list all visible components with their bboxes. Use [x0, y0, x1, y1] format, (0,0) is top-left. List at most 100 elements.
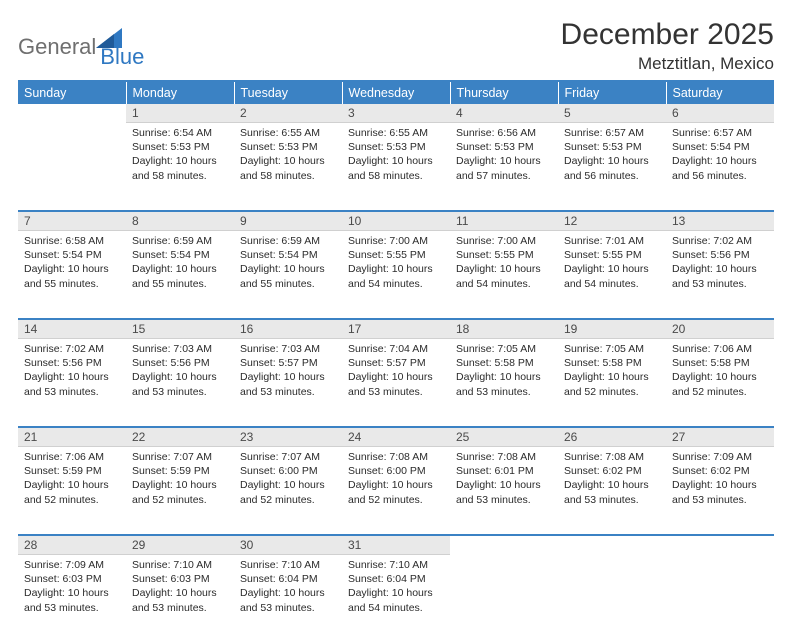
sunset-text: Sunset: 5:54 PM [672, 140, 768, 154]
daylight-text: Daylight: 10 hours and 53 minutes. [24, 370, 120, 398]
sunrise-text: Sunrise: 6:55 AM [348, 126, 444, 140]
day-number [666, 536, 774, 540]
day-cell-header [558, 536, 666, 555]
day-cell-header: 6 [666, 104, 774, 123]
sunset-text: Sunset: 5:54 PM [240, 248, 336, 262]
daylight-text: Daylight: 10 hours and 53 minutes. [348, 370, 444, 398]
sunrise-text: Sunrise: 7:07 AM [132, 450, 228, 464]
sunrise-text: Sunrise: 7:02 AM [672, 234, 768, 248]
day-number: 2 [234, 104, 342, 123]
sunrise-text: Sunrise: 7:08 AM [456, 450, 552, 464]
sunset-text: Sunset: 6:04 PM [240, 572, 336, 586]
sunrise-text: Sunrise: 6:59 AM [132, 234, 228, 248]
sunset-text: Sunset: 5:58 PM [672, 356, 768, 370]
sunrise-text: Sunrise: 7:09 AM [672, 450, 768, 464]
sunset-text: Sunset: 6:02 PM [564, 464, 660, 478]
daylight-text: Daylight: 10 hours and 52 minutes. [564, 370, 660, 398]
daynum-row: 78910111213 [18, 212, 774, 231]
sunset-text: Sunset: 5:56 PM [24, 356, 120, 370]
day-cell-header: 9 [234, 212, 342, 231]
day-cell-header: 15 [126, 320, 234, 339]
day-cell-header: 8 [126, 212, 234, 231]
sunrise-text: Sunrise: 6:56 AM [456, 126, 552, 140]
day-details: Sunrise: 6:56 AMSunset: 5:53 PMDaylight:… [450, 123, 558, 189]
daylight-text: Daylight: 10 hours and 53 minutes. [564, 478, 660, 506]
daylight-text: Daylight: 10 hours and 55 minutes. [24, 262, 120, 290]
week-row: Sunrise: 6:54 AMSunset: 5:53 PMDaylight:… [18, 123, 774, 211]
daylight-text: Daylight: 10 hours and 58 minutes. [348, 154, 444, 182]
day-number: 26 [558, 428, 666, 447]
daylight-text: Daylight: 10 hours and 53 minutes. [456, 370, 552, 398]
day-details: Sunrise: 7:03 AMSunset: 5:56 PMDaylight:… [126, 339, 234, 405]
day-details: Sunrise: 7:07 AMSunset: 6:00 PMDaylight:… [234, 447, 342, 513]
day-cell-header: 22 [126, 428, 234, 447]
sunrise-text: Sunrise: 7:10 AM [132, 558, 228, 572]
day-cell-header [450, 536, 558, 555]
day-cell: Sunrise: 7:05 AMSunset: 5:58 PMDaylight:… [558, 339, 666, 427]
day-number: 29 [126, 536, 234, 555]
day-cell-header: 27 [666, 428, 774, 447]
day-cell-header: 3 [342, 104, 450, 123]
daylight-text: Daylight: 10 hours and 53 minutes. [672, 262, 768, 290]
day-cell-header: 29 [126, 536, 234, 555]
day-cell-header: 30 [234, 536, 342, 555]
day-number: 18 [450, 320, 558, 339]
daylight-text: Daylight: 10 hours and 53 minutes. [132, 370, 228, 398]
weekday-header: Thursday [450, 82, 558, 104]
sunset-text: Sunset: 6:03 PM [24, 572, 120, 586]
week-row: Sunrise: 7:02 AMSunset: 5:56 PMDaylight:… [18, 339, 774, 427]
day-cell: Sunrise: 7:10 AMSunset: 6:04 PMDaylight:… [234, 555, 342, 643]
day-cell: Sunrise: 7:09 AMSunset: 6:03 PMDaylight:… [18, 555, 126, 643]
day-number: 9 [234, 212, 342, 231]
day-details: Sunrise: 6:55 AMSunset: 5:53 PMDaylight:… [234, 123, 342, 189]
sunrise-text: Sunrise: 7:06 AM [672, 342, 768, 356]
sunrise-text: Sunrise: 7:10 AM [240, 558, 336, 572]
day-cell: Sunrise: 7:08 AMSunset: 6:00 PMDaylight:… [342, 447, 450, 535]
day-cell-header: 21 [18, 428, 126, 447]
weekday-header: Friday [558, 82, 666, 104]
day-cell: Sunrise: 7:02 AMSunset: 5:56 PMDaylight:… [666, 231, 774, 319]
day-details: Sunrise: 7:00 AMSunset: 5:55 PMDaylight:… [342, 231, 450, 297]
day-cell-header: 23 [234, 428, 342, 447]
brand-part2: Blue [100, 44, 144, 70]
sunrise-text: Sunrise: 7:03 AM [132, 342, 228, 356]
day-cell: Sunrise: 7:07 AMSunset: 6:00 PMDaylight:… [234, 447, 342, 535]
day-cell [558, 555, 666, 643]
day-details: Sunrise: 7:05 AMSunset: 5:58 PMDaylight:… [558, 339, 666, 405]
day-number: 23 [234, 428, 342, 447]
sunset-text: Sunset: 6:00 PM [348, 464, 444, 478]
day-cell: Sunrise: 7:05 AMSunset: 5:58 PMDaylight:… [450, 339, 558, 427]
sunset-text: Sunset: 6:04 PM [348, 572, 444, 586]
day-details: Sunrise: 7:05 AMSunset: 5:58 PMDaylight:… [450, 339, 558, 405]
daylight-text: Daylight: 10 hours and 58 minutes. [240, 154, 336, 182]
day-details: Sunrise: 7:02 AMSunset: 5:56 PMDaylight:… [666, 231, 774, 297]
daylight-text: Daylight: 10 hours and 52 minutes. [240, 478, 336, 506]
sunset-text: Sunset: 5:55 PM [348, 248, 444, 262]
day-details: Sunrise: 6:59 AMSunset: 5:54 PMDaylight:… [234, 231, 342, 297]
day-number: 15 [126, 320, 234, 339]
sunrise-text: Sunrise: 7:04 AM [348, 342, 444, 356]
daylight-text: Daylight: 10 hours and 52 minutes. [672, 370, 768, 398]
day-details: Sunrise: 7:06 AMSunset: 5:58 PMDaylight:… [666, 339, 774, 405]
day-cell: Sunrise: 7:08 AMSunset: 6:01 PMDaylight:… [450, 447, 558, 535]
daylight-text: Daylight: 10 hours and 52 minutes. [348, 478, 444, 506]
weekday-header-row: Sunday Monday Tuesday Wednesday Thursday… [18, 82, 774, 104]
sunrise-text: Sunrise: 7:03 AM [240, 342, 336, 356]
sunset-text: Sunset: 5:57 PM [240, 356, 336, 370]
day-number [558, 536, 666, 540]
day-cell-header: 18 [450, 320, 558, 339]
daylight-text: Daylight: 10 hours and 55 minutes. [240, 262, 336, 290]
sunset-text: Sunset: 6:01 PM [456, 464, 552, 478]
day-cell: Sunrise: 6:56 AMSunset: 5:53 PMDaylight:… [450, 123, 558, 211]
day-number: 31 [342, 536, 450, 555]
day-details: Sunrise: 7:00 AMSunset: 5:55 PMDaylight:… [450, 231, 558, 297]
day-cell: Sunrise: 7:06 AMSunset: 5:58 PMDaylight:… [666, 339, 774, 427]
day-details: Sunrise: 7:10 AMSunset: 6:04 PMDaylight:… [234, 555, 342, 621]
daylight-text: Daylight: 10 hours and 55 minutes. [132, 262, 228, 290]
day-details: Sunrise: 7:04 AMSunset: 5:57 PMDaylight:… [342, 339, 450, 405]
daylight-text: Daylight: 10 hours and 57 minutes. [456, 154, 552, 182]
day-number: 14 [18, 320, 126, 339]
brand-logo: General Blue [18, 18, 144, 70]
weekday-header: Sunday [18, 82, 126, 104]
sunset-text: Sunset: 5:55 PM [456, 248, 552, 262]
